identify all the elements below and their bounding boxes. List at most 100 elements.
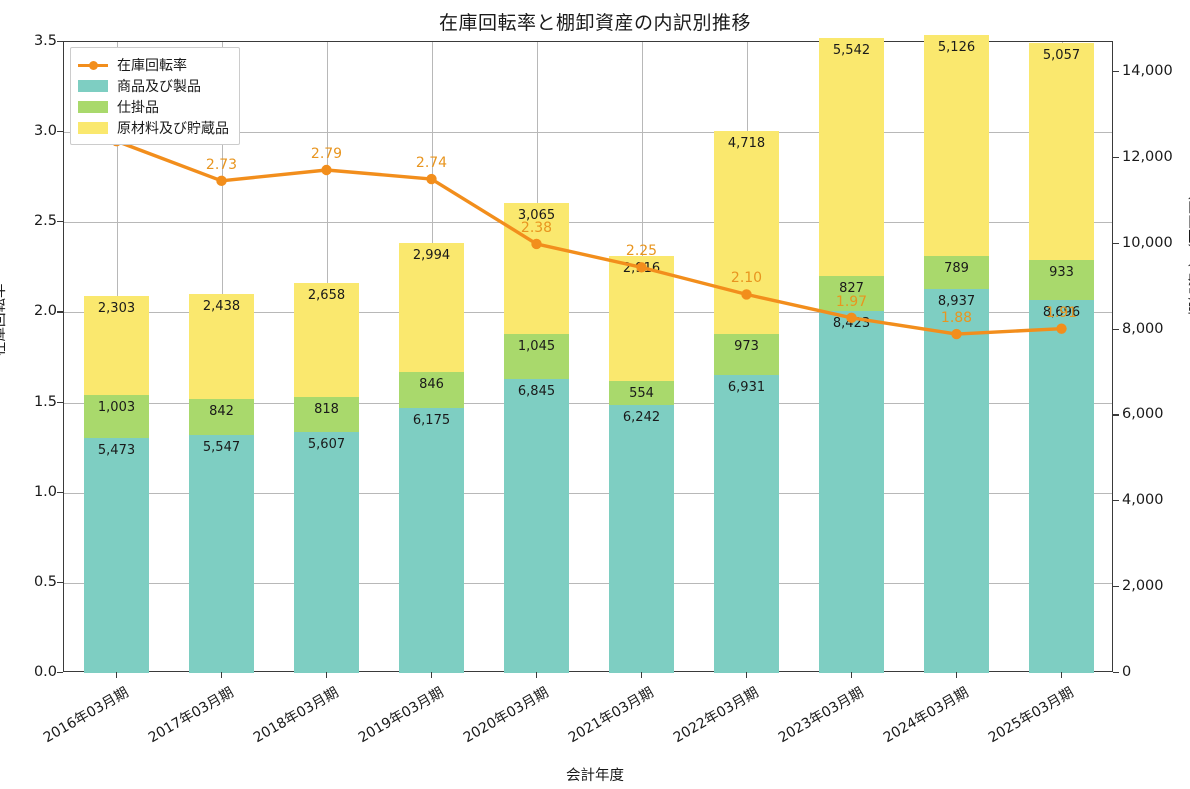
bar-segment[interactable] [608, 405, 675, 673]
y-axis-right-tick [1113, 328, 1119, 330]
bar-segment[interactable] [923, 289, 990, 673]
y-axis-left-tick [57, 311, 63, 313]
y-axis-left-tick [57, 672, 63, 674]
bar-segment[interactable] [608, 256, 675, 382]
y-axis-left-tick-label: 1.5 [33, 393, 57, 410]
y-axis-left-tick [57, 491, 63, 493]
y-axis-left-tick-label: 3.0 [33, 123, 57, 140]
line-marker[interactable] [531, 238, 542, 250]
line-marker[interactable] [951, 328, 962, 340]
y-axis-right-tick [1113, 586, 1119, 588]
bar-segment[interactable] [398, 371, 465, 408]
y-axis-left-tick-label: 0.5 [33, 573, 57, 590]
bar-value-label: 8,696 [1042, 304, 1081, 320]
bar-segment[interactable] [293, 397, 360, 433]
line-value-label: 1.88 [940, 310, 973, 327]
legend-line-icon [78, 59, 108, 71]
bar-segment[interactable] [398, 407, 465, 673]
x-axis-tick-label: 2021年03月期 [565, 684, 656, 747]
bar-value-label: 933 [1049, 264, 1074, 280]
gridline-horizontal [64, 222, 1112, 224]
x-axis-tick [745, 672, 747, 678]
line-value-label: 1.97 [835, 293, 868, 310]
y-axis-right-tick-label: 10,000 [1122, 234, 1173, 251]
y-axis-right-tick [1113, 156, 1119, 159]
bar-segment[interactable] [188, 434, 255, 673]
y-axis-right-tick-label: 8,000 [1122, 320, 1164, 337]
line-marker[interactable] [426, 173, 437, 185]
bar-value-label: 5,547 [202, 439, 241, 455]
line-marker[interactable] [636, 262, 647, 273]
y-axis-right-tick [1113, 500, 1119, 502]
bar-value-label: 3,065 [517, 207, 556, 223]
line-marker[interactable] [846, 312, 857, 324]
line-marker[interactable] [216, 175, 227, 187]
x-axis-tick [115, 672, 117, 678]
x-axis-tick-label: 2024年03月期 [880, 684, 971, 747]
bar-value-label: 5,542 [832, 43, 871, 59]
line-marker[interactable] [1056, 323, 1067, 334]
x-axis-label: 会計年度 [566, 768, 624, 784]
line-marker[interactable] [741, 289, 752, 300]
bar-value-label: 6,931 [727, 380, 766, 396]
gridline-horizontal [64, 312, 1112, 314]
legend-item[interactable]: 商品及び製品 [78, 75, 229, 96]
legend-label: 商品及び製品 [117, 78, 201, 95]
bar-segment[interactable] [923, 255, 990, 290]
bar-segment[interactable] [398, 243, 465, 372]
y-axis-right-tick-label: 6,000 [1122, 406, 1164, 423]
legend-item[interactable]: 在庫回転率 [78, 54, 229, 75]
plot-area: 5,473 1,003 2,303 5,547 842 2,438 5,607 818 2,65… [63, 35, 1113, 673]
chart-legend: 在庫回転率商品及び製品 仕掛品原材料及び貯蔵品 [70, 47, 240, 145]
bar-segment[interactable] [503, 379, 570, 673]
legend-label: 仕掛品 [117, 99, 159, 116]
bar-segment[interactable] [818, 275, 885, 312]
bar-segment[interactable] [83, 395, 150, 439]
bar-segment[interactable] [1028, 259, 1095, 300]
bar-value-label: 5,057 [1042, 47, 1081, 63]
bar-segment[interactable] [188, 398, 255, 435]
bar-value-label: 818 [314, 402, 339, 418]
bar-value-label: 4,718 [727, 136, 766, 152]
bar-value-label: 2,658 [307, 288, 346, 304]
bar-segment[interactable] [83, 438, 150, 673]
y-axis-right-tick [1113, 414, 1119, 416]
bar-segment[interactable] [83, 296, 150, 395]
bar-segment[interactable] [503, 334, 570, 380]
y-axis-left-tick [57, 401, 63, 403]
bar-segment[interactable] [818, 38, 885, 276]
bar-value-label: 1,045 [517, 339, 556, 355]
chart-title: 在庫回転率と棚卸資産の内訳別推移 [438, 12, 751, 34]
y-axis-left-tick-label: 2.5 [33, 213, 57, 230]
y-axis-right-tick-label: 4,000 [1122, 492, 1164, 509]
legend-label: 在庫回転率 [117, 57, 187, 74]
x-axis-tick [220, 672, 222, 678]
bar-segment[interactable] [713, 333, 780, 376]
bar-segment[interactable] [1028, 42, 1095, 260]
line-value-label: 1.91 [1045, 304, 1078, 321]
legend-item[interactable]: 原材料及び貯蔵品 [78, 117, 229, 138]
legend-item[interactable]: 仕掛品 [78, 96, 229, 117]
bar-segment[interactable] [1028, 299, 1095, 673]
x-axis-tick-label: 2020年03月期 [460, 684, 551, 747]
bar-segment[interactable] [923, 35, 990, 256]
bar-value-label: 789 [944, 260, 969, 276]
y-axis-left-tick-label: 0.0 [33, 664, 57, 680]
legend-color-swatch [78, 79, 108, 92]
y-axis-left-tick [57, 581, 63, 584]
bar-segment[interactable] [503, 202, 570, 335]
x-axis-tick-label: 2025年03月期 [985, 684, 1076, 747]
bar-segment[interactable] [293, 432, 360, 673]
bar-segment[interactable] [818, 311, 885, 673]
bar-value-label: 2,438 [202, 299, 241, 315]
gridline-horizontal [64, 132, 1112, 134]
line-value-label: 2.25 [625, 243, 658, 260]
bar-segment[interactable] [713, 375, 780, 673]
line-path [114, 139, 1064, 336]
bar-segment[interactable] [188, 294, 255, 399]
line-marker[interactable] [321, 164, 332, 176]
legend-label: 原材料及び貯蔵品 [117, 120, 229, 137]
bar-segment[interactable] [293, 283, 360, 398]
bar-segment[interactable] [608, 381, 675, 406]
line-value-label: 2.79 [310, 146, 343, 162]
